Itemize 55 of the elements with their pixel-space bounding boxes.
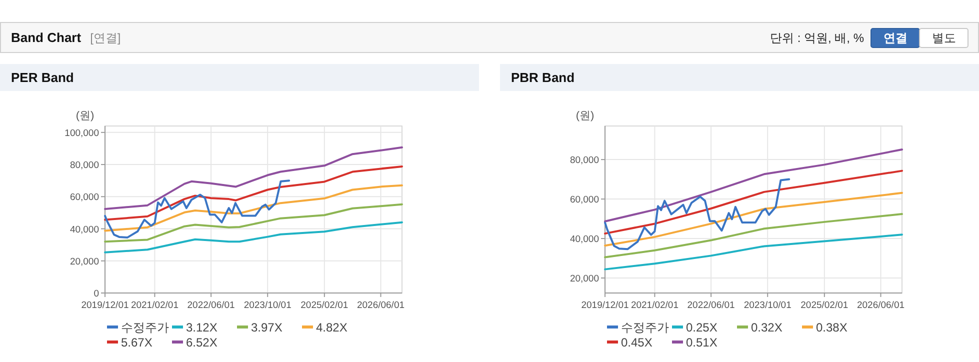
x-tick-label: 2023/10/01 [244, 300, 292, 311]
legend-label: 4.82X [316, 320, 348, 334]
line-series [604, 213, 903, 258]
legend-label: 3.12X [186, 320, 218, 334]
x-tick-label: 2026/06/01 [856, 300, 905, 311]
legend-label: 0.32X [751, 320, 782, 334]
line-series [104, 203, 403, 243]
line-series [604, 178, 790, 250]
x-tick-label: 2022/06/01 [187, 300, 235, 311]
legend-label: 0.45X [621, 336, 652, 350]
legend-label: 0.38X [816, 320, 848, 334]
y-tick-label: 20,000 [570, 274, 599, 284]
x-tick-label: 2026/06/01 [356, 300, 405, 311]
y-axis-title: (원) [76, 110, 94, 122]
y-tick-label: 0 [94, 288, 99, 300]
y-tick-label: 80,000 [70, 160, 99, 172]
legend-label: 3.97X [251, 320, 282, 334]
text: 단위 : 억원, 배, % [770, 31, 864, 45]
x-tick-label: 2019/12/01 [81, 300, 129, 311]
x-tick-label: 2025/02/01 [800, 300, 848, 311]
x-tick-label: 2022/06/01 [687, 300, 735, 311]
line-series [104, 221, 403, 254]
line-series [104, 180, 290, 238]
y-axis-title: (원) [576, 110, 594, 122]
y-tick-label: 100,000 [64, 128, 99, 139]
text: [연결] [90, 31, 121, 45]
line-series [104, 146, 403, 210]
line-series [104, 165, 403, 221]
chart-title: PBR Band [511, 70, 575, 85]
legend-label: 수정주가 [121, 320, 169, 334]
legend-label: 0.25X [686, 320, 718, 334]
line-series [604, 234, 903, 270]
x-tick-label: 2021/02/01 [130, 300, 178, 311]
legend-label: 6.52X [186, 336, 218, 350]
x-tick-label: 2023/10/01 [744, 300, 792, 311]
x-tick-label: 2025/02/01 [300, 300, 348, 311]
y-tick-label: 60,000 [570, 194, 599, 206]
line-series [604, 148, 903, 222]
text: 별도 [932, 31, 956, 45]
y-tick-label: 80,000 [570, 155, 599, 166]
text: Band Chart [11, 30, 82, 45]
legend-label: 5.67X [121, 336, 152, 350]
y-tick-label: 40,000 [570, 234, 599, 246]
x-tick-label: 2019/12/01 [581, 300, 629, 311]
y-tick-label: 40,000 [70, 224, 99, 236]
legend-label: 수정주가 [621, 320, 669, 334]
legend-label: 0.51X [686, 336, 718, 350]
x-tick-label: 2021/02/01 [630, 300, 678, 311]
line-series [104, 184, 403, 232]
y-tick-label: 20,000 [70, 256, 99, 268]
chart-title: PER Band [11, 70, 74, 85]
line-series [604, 192, 903, 247]
line-series [604, 170, 903, 235]
text: 연결 [883, 31, 908, 45]
y-tick-label: 60,000 [70, 192, 99, 204]
